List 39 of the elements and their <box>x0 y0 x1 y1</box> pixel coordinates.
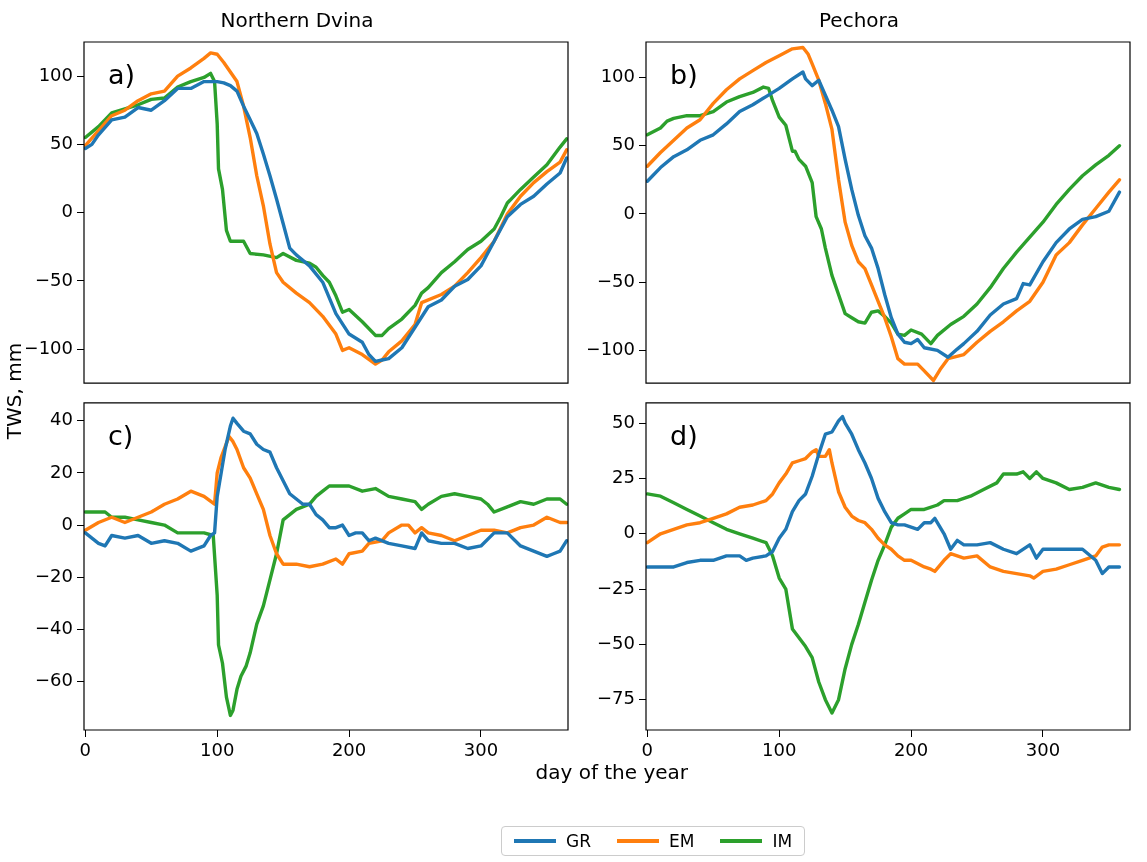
y-tick-label: −100 <box>585 338 635 360</box>
annotation: d) <box>670 419 698 451</box>
chart-title: Northern Dvina <box>220 8 374 33</box>
chart-title: Pechora <box>818 8 900 33</box>
y-tick-label: −40 <box>35 617 73 639</box>
y-tick-label: −50 <box>597 632 635 654</box>
annotation: c) <box>108 419 134 451</box>
y-tick-label: 40 <box>50 408 73 430</box>
x-tick-label: 100 <box>200 739 235 761</box>
x-tick-label: 200 <box>331 739 367 761</box>
x-tick-label: 0 <box>641 739 654 761</box>
y-tick-label: 0 <box>623 201 635 223</box>
y-tick-label: −25 <box>597 576 635 598</box>
y-tick-label: 50 <box>612 133 635 155</box>
x-tick-label: 200 <box>893 739 929 761</box>
y-tick-label: 100 <box>600 65 635 87</box>
y-tick-label: 50 <box>612 410 635 432</box>
y-tick-label: 0 <box>61 512 73 534</box>
legend-label: EM <box>669 831 695 851</box>
y-tick-label: −60 <box>35 669 73 691</box>
legend-label: GR <box>566 831 591 851</box>
legend-label: IM <box>772 831 793 851</box>
y-tick-label: −75 <box>597 687 635 709</box>
y-tick-label: −50 <box>597 269 635 291</box>
y-tick-label: 50 <box>50 132 73 154</box>
x-axis-title: day of the year <box>535 760 689 784</box>
y-tick-label: 0 <box>61 200 73 222</box>
x-tick-label: 300 <box>463 739 499 761</box>
y-tick-label: 0 <box>623 521 635 543</box>
annotation: b) <box>670 59 698 90</box>
y-tick-label: −20 <box>35 564 73 586</box>
x-tick-label: 100 <box>762 739 797 761</box>
y-tick-label: 25 <box>612 466 635 488</box>
annotation: a) <box>108 59 136 90</box>
y-tick-label: 100 <box>38 63 73 85</box>
y-tick-label: −50 <box>35 268 73 290</box>
x-tick-label: 0 <box>79 739 92 761</box>
y-tick-label: 20 <box>50 460 73 482</box>
x-tick-label: 300 <box>1025 739 1061 761</box>
